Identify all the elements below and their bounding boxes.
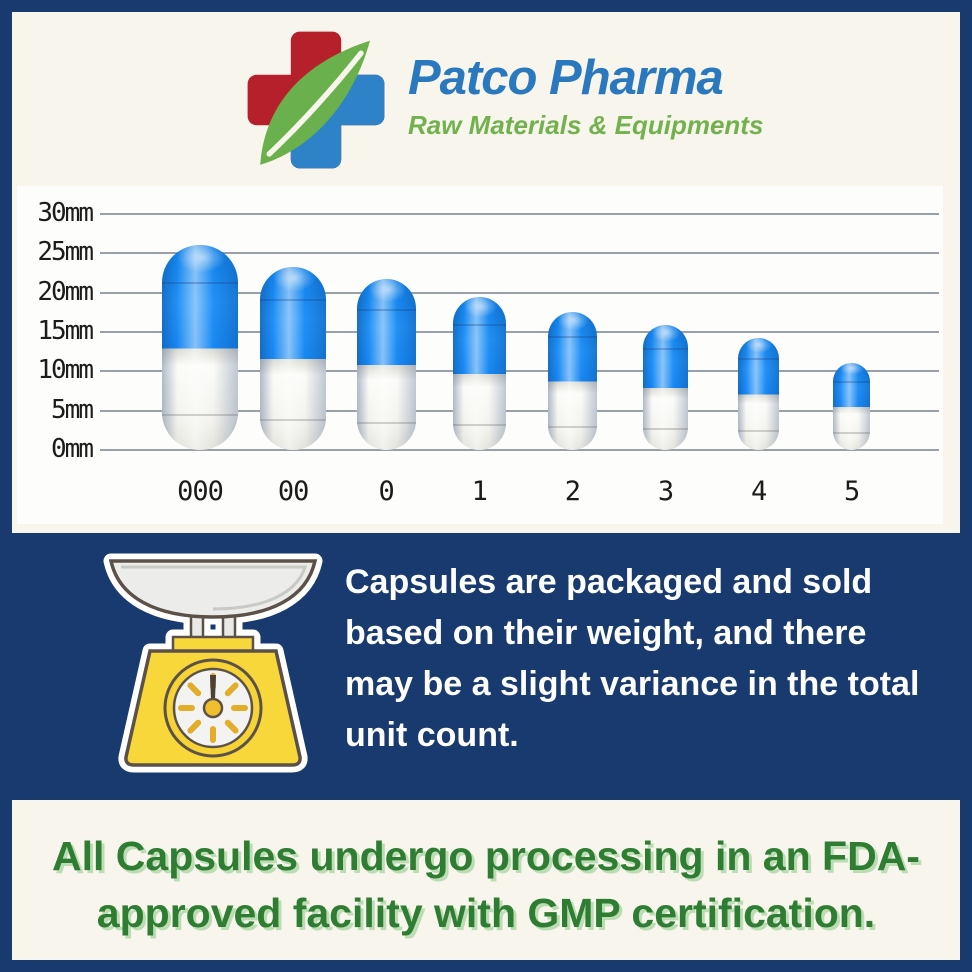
capsule-size-label: 1	[471, 476, 488, 507]
capsule-size-5	[833, 362, 871, 450]
fda-gmp-banner-line: All Capsules undergo processing in an FD…	[52, 833, 920, 879]
y-axis-tick-label: 30mm	[37, 197, 94, 228]
brand-tagline: Raw Materials & Equipments	[408, 110, 764, 140]
y-axis-tick-label: 10mm	[37, 355, 94, 386]
gridline	[100, 252, 939, 255]
capsule-body-seam	[356, 421, 416, 424]
capsule-size-label: 0	[378, 476, 395, 507]
gridline	[100, 330, 939, 333]
capsule-body-seam	[260, 418, 326, 421]
y-axis-tick-label: 5mm	[51, 394, 94, 425]
capsule-size-2	[547, 311, 598, 450]
brand-header: Patco Pharma Raw Materials & Equipments	[12, 12, 960, 192]
capsule-size-label: 2	[564, 476, 581, 507]
y-axis-tick-label: 20mm	[37, 276, 94, 307]
fda-gmp-banner-line: approved facility with GMP certification…	[96, 890, 876, 936]
capsule-body-seam	[833, 432, 871, 435]
gridline	[100, 212, 939, 215]
capsule-chart-plot: 0mm 5mm 10mm 15mm 20mm 25mm 30mm 000 00 0 1 2 3 4 5	[17, 186, 943, 524]
capsule-size-label: 3	[657, 476, 674, 507]
capsule-size-label: 4	[750, 476, 767, 507]
y-axis-tick-label: 25mm	[37, 237, 94, 268]
weight-note-line: based on their weight, and there	[345, 614, 867, 652]
capsule-size-label: 00	[277, 476, 310, 507]
brand-name: Patco Pharma	[408, 51, 724, 105]
capsule-body-seam	[162, 413, 238, 416]
y-axis-tick-label: 15mm	[37, 315, 94, 346]
capsule-body-seam	[737, 429, 780, 432]
leaf-icon	[260, 40, 370, 165]
gridline	[100, 449, 939, 451]
capsule-size-label: 000	[177, 476, 224, 507]
capsule-cap-seam	[356, 308, 416, 311]
weight-note-text: Capsules are packaged and sold based on …	[345, 557, 919, 761]
gridline	[100, 291, 939, 294]
weight-note-line: unit count.	[345, 716, 519, 754]
capsule-body-seam	[642, 428, 689, 431]
capsule-size-3	[642, 324, 689, 450]
capsule-cap-seam	[833, 381, 871, 384]
capsule-cap-seam	[452, 323, 506, 326]
capsule-body-seam	[547, 426, 598, 429]
header-and-chart-section: Patco Pharma Raw Materials & Equipments …	[12, 12, 960, 533]
brand-text-block: Patco Pharma Raw Materials & Equipments	[408, 50, 763, 141]
y-axis-tick-label: 0mm	[51, 434, 94, 464]
capsule-size-0	[356, 279, 416, 450]
gridline	[100, 409, 939, 412]
capsule-cap-seam	[162, 282, 238, 285]
capsule-body-seam	[452, 424, 506, 427]
gridline	[100, 370, 939, 373]
weight-note-line: Capsules are packaged and sold	[345, 563, 873, 601]
fda-gmp-banner: All Capsules undergo processing in an FD…	[12, 800, 960, 960]
capsule-cap-seam	[642, 347, 689, 350]
capsule-size-4	[737, 337, 780, 450]
capsule-cap-seam	[547, 336, 598, 339]
capsule-size-000	[162, 244, 238, 450]
capsule-cap-seam	[260, 299, 326, 302]
capsule-size-1	[452, 297, 506, 450]
capsule-size-label: 5	[844, 476, 860, 507]
weight-note-section: Capsules are packaged and sold based on …	[0, 533, 972, 790]
weighing-scale-icon	[103, 553, 323, 773]
weight-note-line: may be a slight variance in the total	[345, 665, 920, 703]
capsule-size-00	[260, 266, 326, 450]
capsule-cap-seam	[737, 358, 780, 361]
medical-cross-leaf-logo-icon	[247, 31, 385, 169]
